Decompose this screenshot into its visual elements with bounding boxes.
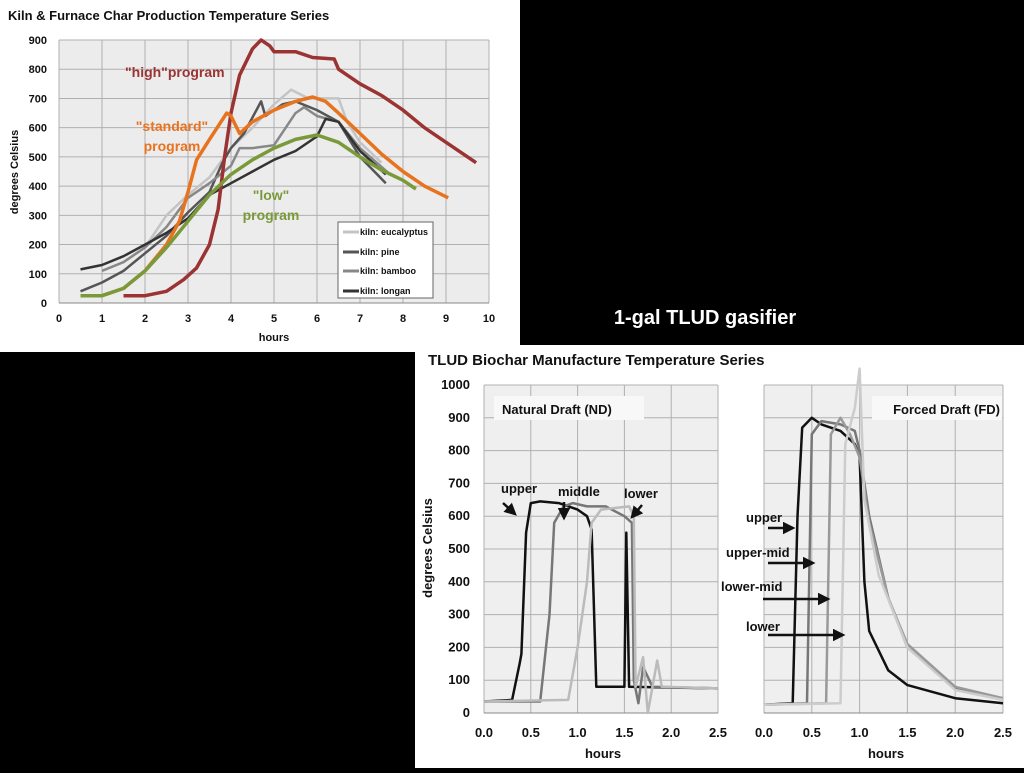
kiln-line-kiln-eucalyptus (101, 88, 383, 273)
fd-x-tick-label: 2.0 (946, 725, 964, 740)
annotation-low-program-2: program (243, 207, 300, 223)
annotation-standard-program-2: program (144, 138, 201, 154)
kiln-x-tick-label: 10 (483, 313, 495, 325)
kiln-x-tick-label: 6 (314, 313, 320, 325)
kiln-x-tick-label: 8 (400, 313, 406, 325)
tlud-y-axis-label: degrees Celsius (420, 498, 435, 598)
nd-y-tick-label: 900 (448, 410, 470, 425)
nd-arrow-lower (630, 504, 644, 519)
kiln-y-tick-label: 900 (29, 35, 47, 47)
kiln-line-kiln-longan (80, 117, 387, 271)
fd-line-series-3 (763, 367, 1004, 707)
nd-x-tick-label: 2.0 (662, 725, 680, 740)
fd-x-tick-label: 1.0 (851, 725, 869, 740)
kiln-y-tick-label: 800 (29, 64, 47, 76)
nd-annotation-middle: middle (558, 484, 600, 499)
nd-panel-label-bg (494, 396, 644, 420)
tlud-caption: 1-gal TLUD gasifier (614, 307, 796, 329)
kiln-y-tick-label: 100 (29, 269, 47, 281)
kiln-chart: 0 1 2 3 4 5 6 7 8 9 100100200300400500600700800900… (0, 0, 520, 352)
fd-panel-label: Forced Draft (FD) (893, 402, 1000, 417)
nd-y-tick-label: 400 (448, 574, 470, 589)
nd-x-tick-label: 0.0 (475, 725, 493, 740)
kiln-x-tick-label: 7 (357, 313, 363, 325)
nd-line-series-0 (483, 500, 719, 703)
kiln-y-tick-label: 200 (29, 240, 47, 252)
fd-line-series-2 (763, 416, 1004, 707)
kiln-x-axis-label: hours (259, 332, 290, 344)
legend-label-pine: kiln: pine (360, 247, 400, 257)
kiln-y-tick-label: 500 (29, 152, 47, 164)
nd-y-tick-label: 700 (448, 475, 470, 490)
kiln-x-tick-label: 5 (271, 313, 277, 325)
kiln-line-series-4 (123, 38, 478, 298)
fd-x-tick-label: 0.5 (803, 725, 821, 740)
nd-y-tick-label: 100 (448, 672, 470, 687)
nd-x-tick-label: 1.0 (569, 725, 587, 740)
legend-box (337, 221, 434, 299)
nd-x-tick-label: 0.5 (522, 725, 540, 740)
kiln-y-tick-label: 600 (29, 123, 47, 135)
fd-x-tick-label: 1.5 (898, 725, 916, 740)
nd-panel-label: Natural Draft (ND) (502, 402, 612, 417)
kiln-x-tick-label: 0 (56, 313, 62, 325)
kiln-x-tick-label: 2 (142, 313, 148, 325)
nd-y-tick-label: 0 (463, 705, 470, 720)
nd-y-tick-label: 800 (448, 443, 470, 458)
legend-label-eucalyptus: kiln: eucalyptus (360, 227, 428, 237)
kiln-y-tick-label: 400 (29, 181, 47, 193)
nd-arrow-upper (502, 502, 517, 516)
kiln-x-tick-label: 4 (228, 313, 235, 325)
kiln-x-tick-label: 3 (185, 313, 191, 325)
annotation-standard-program-1: "standard" (136, 118, 208, 134)
fd-annotation-lower: lower (746, 619, 780, 634)
nd-x-tick-label: 2.5 (709, 725, 727, 740)
kiln-x-tick-label: 1 (99, 313, 105, 325)
kiln-x-tick-label: 9 (443, 313, 449, 325)
nd-x-axis-label: hours (585, 746, 621, 761)
kiln-y-axis-label: degrees Celsius (9, 130, 21, 214)
legend-label-longan: kiln: longan (360, 286, 411, 296)
fd-panel-label-bg (872, 396, 1002, 420)
nd-line-series-2 (483, 505, 719, 715)
tlud-chart-title: TLUD Biochar Manufacture Temperature Ser… (428, 352, 764, 369)
fd-annotation-lower-mid: lower-mid (721, 579, 782, 594)
tlud-chart: 0.0 0.5 1.0 1.5 2.0 2.5 0 100 200 300 400 500 600 700… (415, 345, 1024, 768)
kiln-legend: kiln: eucalyptus kiln: pine kiln: bamboo… (337, 221, 434, 299)
nd-annotation-upper: upper (501, 481, 537, 496)
kiln-y-tick-label: 700 (29, 93, 47, 105)
nd-y-tick-label: 300 (448, 607, 470, 622)
annotation-low-program-1: "low" (253, 187, 290, 203)
kiln-y-tick-label: 0 (41, 298, 47, 310)
nd-x-tick-label: 1.5 (615, 725, 633, 740)
fd-x-axis-label: hours (868, 746, 904, 761)
fd-annotation-upper-mid: upper-mid (726, 545, 790, 560)
nd-y-tick-label: 600 (448, 508, 470, 523)
fd-x-tick-label: 2.5 (994, 725, 1012, 740)
annotation-high-program: "high"program (125, 64, 225, 80)
kiln-line-series-6 (80, 133, 417, 298)
nd-y-tick-label: 500 (448, 541, 470, 556)
nd-line-series-1 (484, 501, 719, 705)
nd-y-tick-label: 1000 (441, 377, 470, 392)
fd-annotation-upper: upper (746, 510, 782, 525)
kiln-line-kiln-pine (80, 100, 387, 293)
kiln-y-tick-label: 300 (29, 210, 47, 222)
nd-annotation-lower: lower (624, 486, 658, 501)
fd-x-tick-label: 0.0 (755, 725, 773, 740)
legend-label-bamboo: kiln: bamboo (360, 266, 417, 276)
kiln-chart-title: Kiln & Furnace Char Production Temperatu… (8, 8, 329, 23)
nd-y-tick-label: 200 (448, 639, 470, 654)
